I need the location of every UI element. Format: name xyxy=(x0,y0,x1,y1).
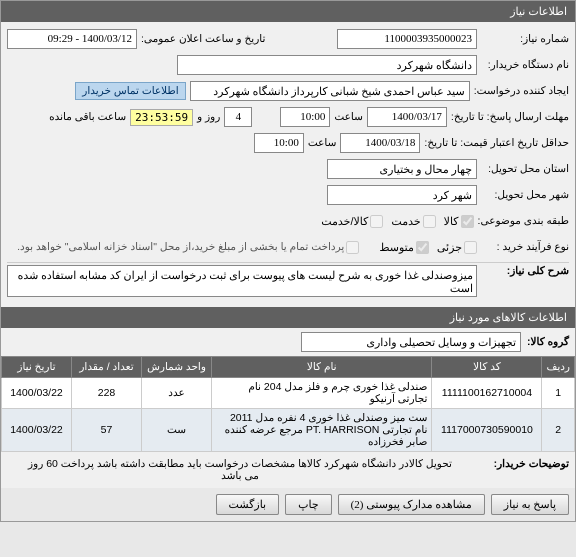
row-budget: طبقه بندی موضوعی: کالا خدمت کالا/خدمت xyxy=(7,210,569,232)
cb-goods-item: کالا xyxy=(444,215,474,228)
remain-suffix: ساعت باقی مانده xyxy=(49,111,126,123)
countdown: 23:53:59 xyxy=(130,109,193,126)
button-row: پاسخ به نیاز مشاهده مدارک پیوستی (2) چاپ… xyxy=(1,488,575,521)
col-qty: تعداد / مقدار xyxy=(72,357,142,378)
cb-goods-service xyxy=(370,215,383,228)
deadline-date-input[interactable] xyxy=(367,107,447,127)
deadline-label: مهلت ارسال پاسخ: تا تاریخ: xyxy=(451,111,569,123)
group-label: گروه کالا: xyxy=(527,336,569,348)
deadline-time-input[interactable] xyxy=(280,107,330,127)
need-no-input[interactable] xyxy=(337,29,477,49)
validity-time-input[interactable] xyxy=(254,133,304,153)
row-buyer-org: نام دستگاه خریدار: xyxy=(7,54,569,76)
table-cell: 1111100162710004 xyxy=(432,378,542,409)
province-input[interactable] xyxy=(327,159,477,179)
attach-button[interactable]: مشاهده مدارک پیوستی (2) xyxy=(338,494,485,515)
cb-goods-service-item: کالا/خدمت xyxy=(321,215,383,228)
cb-goods-label: کالا xyxy=(444,215,459,228)
cb-small-item: جزئی xyxy=(437,241,477,254)
col-name: نام کالا xyxy=(212,357,432,378)
table-cell: صندلی غذا خوری چرم و فلز مدل 204 نام تجا… xyxy=(212,378,432,409)
col-code: کد کالا xyxy=(432,357,542,378)
row-validity: حداقل تاریخ اعتبار قیمت: تا تاریخ: ساعت xyxy=(7,132,569,154)
cb-goods xyxy=(461,215,474,228)
table-cell: عدد xyxy=(142,378,212,409)
buyer-org-input[interactable] xyxy=(177,55,477,75)
row-city: شهر محل تحویل: xyxy=(7,184,569,206)
cb-goods-service-label: کالا/خدمت xyxy=(321,215,368,228)
items-table: ردیف کد کالا نام کالا واحد شمارش تعداد /… xyxy=(1,356,575,452)
cb-small-label: جزئی xyxy=(437,241,462,254)
print-button[interactable]: چاپ xyxy=(285,494,332,515)
process-checkbox-group: جزئی متوسط xyxy=(379,241,477,254)
back-button[interactable]: بازگشت xyxy=(216,494,280,515)
creator-label: ایجاد کننده درخواست: xyxy=(474,85,569,97)
table-cell: 1 xyxy=(542,378,575,409)
col-index: ردیف xyxy=(542,357,575,378)
table-row: 21117000730590010ست میز وصندلی غذا خوری … xyxy=(2,409,575,452)
table-header-row: ردیف کد کالا نام کالا واحد شمارش تعداد /… xyxy=(2,357,575,378)
public-date-label: تاریخ و ساعت اعلان عمومی: xyxy=(141,33,265,45)
table-cell: 57 xyxy=(72,409,142,452)
table-cell: 228 xyxy=(72,378,142,409)
time-label-2: ساعت xyxy=(308,137,337,149)
group-line: گروه کالا: xyxy=(1,328,575,356)
validity-label: حداقل تاریخ اعتبار قیمت: تا تاریخ: xyxy=(424,137,569,149)
payment-hint-item: پرداخت تمام یا بخشی از مبلغ خرید،از محل … xyxy=(17,241,359,254)
city-input[interactable] xyxy=(327,185,477,205)
time-label-1: ساعت xyxy=(334,111,363,123)
payment-hint: پرداخت تمام یا بخشی از مبلغ خرید،از محل … xyxy=(17,241,344,253)
province-label: استان محل تحویل: xyxy=(481,163,569,175)
row-need-no: شماره نیاز: تاریخ و ساعت اعلان عمومی: xyxy=(7,28,569,50)
form-area: شماره نیاز: تاریخ و ساعت اعلان عمومی: نا… xyxy=(1,22,575,307)
need-info-panel: اطلاعات نیاز شماره نیاز: تاریخ و ساعت اع… xyxy=(0,0,576,522)
table-cell: 1117000730590010 xyxy=(432,409,542,452)
budget-checkbox-group: کالا خدمت کالا/خدمت xyxy=(321,215,473,228)
process-label: نوع فرآیند خرید : xyxy=(481,241,569,253)
validity-date-input[interactable] xyxy=(340,133,420,153)
buyer-org-label: نام دستگاه خریدار: xyxy=(481,59,569,71)
table-cell: 1400/03/22 xyxy=(2,378,72,409)
row-province: استان محل تحویل: xyxy=(7,158,569,180)
group-input[interactable] xyxy=(301,332,521,352)
row-deadline: مهلت ارسال پاسخ: تا تاریخ: ساعت روز و 23… xyxy=(7,106,569,128)
budget-label: طبقه بندی موضوعی: xyxy=(478,215,569,227)
row-creator: ایجاد کننده درخواست: اطلاعات تماس خریدار xyxy=(7,80,569,102)
public-date-input[interactable] xyxy=(7,29,137,49)
remain-days-label: روز و xyxy=(197,111,220,123)
row-desc: شرح کلی نیاز: xyxy=(7,265,569,297)
cb-medium-label: متوسط xyxy=(379,241,414,254)
cb-medium-item: متوسط xyxy=(379,241,429,254)
col-date: تاریخ نیاز xyxy=(2,357,72,378)
row-process: نوع فرآیند خرید : جزئی متوسط پرداخت تمام… xyxy=(7,236,569,258)
desc-textarea[interactable] xyxy=(7,265,477,297)
contact-link[interactable]: اطلاعات تماس خریدار xyxy=(75,82,185,100)
cb-service xyxy=(423,215,436,228)
need-no-label: شماره نیاز: xyxy=(481,33,569,45)
table-row: 11111100162710004صندلی غذا خوری چرم و فل… xyxy=(2,378,575,409)
cb-service-item: خدمت xyxy=(391,215,435,228)
creator-input[interactable] xyxy=(190,81,470,101)
answer-button[interactable]: پاسخ به نیاز xyxy=(491,494,569,515)
panel-title: اطلاعات نیاز xyxy=(1,1,575,22)
desc-label: شرح کلی نیاز: xyxy=(481,265,569,277)
table-cell: ست xyxy=(142,409,212,452)
table-cell: ست میز وصندلی غذا خوری 4 نفره مدل 2011 ن… xyxy=(212,409,432,452)
buyer-note-text: تحویل کالادر دانشگاه شهرکرد کالاها مشخصا… xyxy=(7,458,473,482)
items-header: اطلاعات کالاهای مورد نیاز xyxy=(1,307,575,328)
table-cell: 2 xyxy=(542,409,575,452)
cb-payment xyxy=(346,241,359,254)
buyer-note-row: توضیحات خریدار: تحویل کالادر دانشگاه شهر… xyxy=(1,452,575,488)
cb-medium xyxy=(416,241,429,254)
table-cell: 1400/03/22 xyxy=(2,409,72,452)
col-unit: واحد شمارش xyxy=(142,357,212,378)
city-label: شهر محل تحویل: xyxy=(481,189,569,201)
remain-days-input xyxy=(224,107,252,127)
cb-service-label: خدمت xyxy=(391,215,420,228)
cb-small xyxy=(464,241,477,254)
buyer-note-label: توضیحات خریدار: xyxy=(481,458,569,482)
